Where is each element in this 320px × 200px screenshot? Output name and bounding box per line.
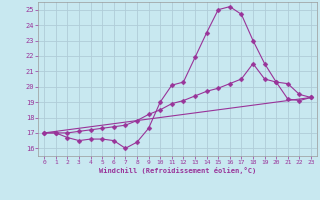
X-axis label: Windchill (Refroidissement éolien,°C): Windchill (Refroidissement éolien,°C) (99, 167, 256, 174)
